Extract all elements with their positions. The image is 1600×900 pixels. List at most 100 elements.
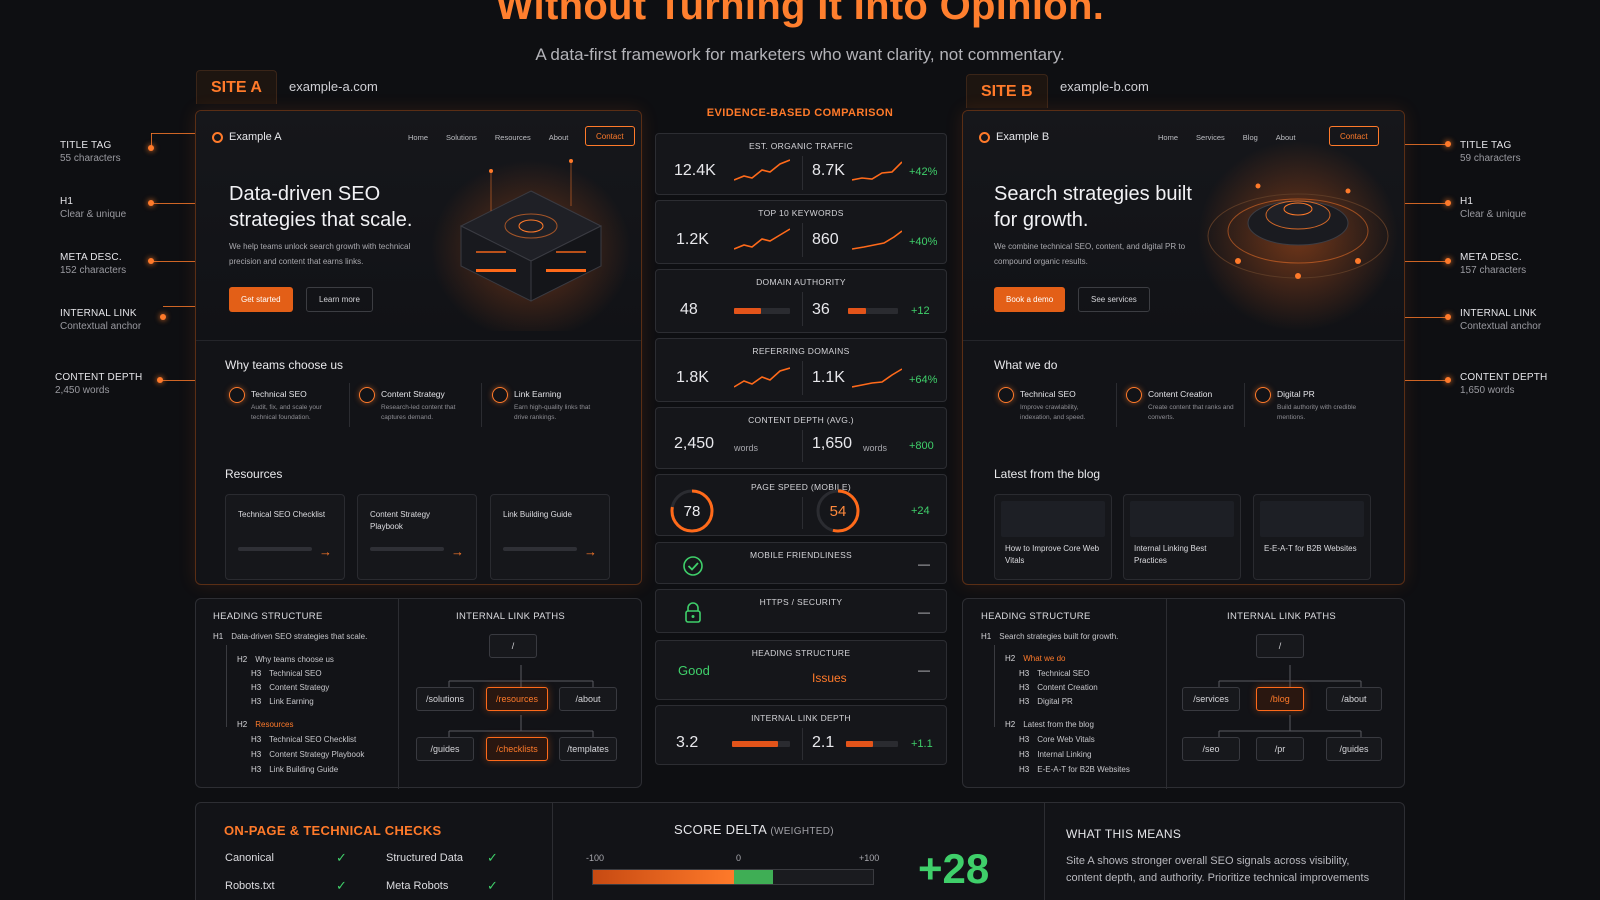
heading-row: H3 Technical SEO Checklist xyxy=(251,735,357,744)
nav-services[interactable]: Services xyxy=(1196,133,1225,142)
site-b-h1: Search strategies built for growth. xyxy=(994,183,1192,231)
get-started-button[interactable]: Get started xyxy=(229,287,293,312)
heading-row: H2 Latest from the blog xyxy=(1005,720,1094,729)
site-b-intro: We combine technical SEO, content, and d… xyxy=(994,242,1186,266)
site-b-brand[interactable]: Example B xyxy=(979,131,1049,143)
link-node-root[interactable]: / xyxy=(1256,634,1304,658)
arrow-right-icon: → xyxy=(451,544,464,559)
svg-text:78: 78 xyxy=(684,503,701,520)
anno-content-depth-b: CONTENT DEPTH 1,650 words xyxy=(1460,372,1548,396)
heading-structure-title: HEADING STRUCTURE xyxy=(213,611,323,622)
nav-about[interactable]: About xyxy=(1275,133,1296,142)
blog-card[interactable]: How to Improve Core Web Vitals xyxy=(994,494,1112,580)
anno-internal-link-b: INTERNAL LINK Contextual anchor xyxy=(1460,308,1542,332)
nav-home[interactable]: Home xyxy=(408,133,429,142)
blog-thumbnail xyxy=(1260,501,1364,537)
metric-https-security: HTTPS / SECURITY — xyxy=(655,589,947,633)
metric-delta: +1.1 xyxy=(911,738,933,750)
site-a-preview: Example A Home Solutions Resources About… xyxy=(195,110,642,585)
metric-delta: — xyxy=(918,605,930,619)
blog-card[interactable]: E-E-A-T for B2B Websites xyxy=(1253,494,1371,580)
scale-mid: 0 xyxy=(736,853,742,863)
site-a-contact-button[interactable]: Contact xyxy=(585,126,635,146)
nav-resources[interactable]: Resources xyxy=(494,133,531,142)
sparkline-b xyxy=(852,368,902,388)
link-node[interactable]: /guides xyxy=(416,737,474,761)
book-demo-button[interactable]: Book a demo xyxy=(994,287,1066,312)
site-a-url: example-a.com xyxy=(289,79,378,94)
checks-title: ON-PAGE & TECHNICAL CHECKS xyxy=(224,823,442,838)
metric-b-value: 36 xyxy=(812,301,830,318)
site-b-url: example-b.com xyxy=(1060,79,1149,94)
metric-delta: +42% xyxy=(909,166,938,178)
heading-status-b: Issues xyxy=(812,671,847,685)
blog-thumbnail xyxy=(1001,501,1105,537)
site-b-structure: HEADING STRUCTURE H1 Search strategies b… xyxy=(962,598,1405,789)
metric-b-value: 1.1K xyxy=(812,369,845,386)
metric-mobile-friendliness: MOBILE FRIENDLINESS — xyxy=(655,542,947,584)
sparkline-b xyxy=(852,161,902,181)
link-paths-title: INTERNAL LINK PATHS xyxy=(1227,611,1336,622)
check-robots: Robots.txt xyxy=(225,880,275,892)
nav-solutions[interactable]: Solutions xyxy=(446,133,477,142)
metric-referring-domains: REFERRING DOMAINS 1.8K 1.1K +64% xyxy=(655,338,947,402)
heading-row: H3 Content Creation xyxy=(1019,683,1098,692)
link-node[interactable]: /templates xyxy=(559,737,617,761)
resource-card[interactable]: Content Strategy Playbook → xyxy=(357,494,477,580)
check-meta-robots: Meta Robots xyxy=(386,880,449,892)
anno-content-depth: CONTENT DEPTH 2,450 words xyxy=(55,372,143,396)
check-circle-icon xyxy=(683,556,703,576)
link-node[interactable]: /about xyxy=(1326,687,1382,711)
link-node[interactable]: /seo xyxy=(1182,737,1240,761)
check-icon: ✓ xyxy=(487,878,498,893)
sparkline-b xyxy=(852,230,902,250)
check-structured-data: Structured Data xyxy=(386,852,464,864)
heading-row: H1 Data-driven SEO strategies that scale… xyxy=(213,632,368,641)
link-node-active[interactable]: /checklists xyxy=(486,737,548,761)
authority-bar-a xyxy=(734,308,790,314)
sparkline-a xyxy=(734,228,790,250)
heading-row: H3 E-E-A-T for B2B Websites xyxy=(1019,765,1130,774)
blog-card[interactable]: Internal Linking Best Practices xyxy=(1123,494,1241,580)
anno-meta-desc-b: META DESC. 157 characters xyxy=(1460,252,1527,276)
heading-row: H1 Search strategies built for growth. xyxy=(981,632,1119,641)
metric-a-value: 1.2K xyxy=(676,231,709,248)
link-node[interactable]: /guides xyxy=(1326,737,1382,761)
edit-icon xyxy=(359,387,375,403)
metric-top10-keywords: TOP 10 KEYWORDS 1.2K 860 +40% xyxy=(655,200,947,264)
site-a-brand[interactable]: Example A xyxy=(212,131,282,143)
metric-a-value: 3.2 xyxy=(676,734,699,751)
resource-card[interactable]: Technical SEO Checklist → xyxy=(225,494,345,580)
link-node-active[interactable]: /resources xyxy=(486,687,548,711)
site-a-hero-illustration xyxy=(431,151,631,331)
brand-logo-icon xyxy=(212,131,223,143)
see-services-button[interactable]: See services xyxy=(1078,287,1150,312)
heading-row: H3 Technical SEO xyxy=(251,669,322,678)
site-b-what-title: What we do xyxy=(994,358,1058,372)
nav-blog[interactable]: Blog xyxy=(1242,133,1258,142)
metric-delta: — xyxy=(918,557,930,571)
site-a-why-title: Why teams choose us xyxy=(225,358,344,372)
site-b-contact-button[interactable]: Contact xyxy=(1329,126,1379,146)
link-node[interactable]: /about xyxy=(559,687,617,711)
link-node-root[interactable]: / xyxy=(489,634,537,658)
learn-more-button[interactable]: Learn more xyxy=(306,287,373,312)
resource-card[interactable]: Link Building Guide → xyxy=(490,494,610,580)
summary-panel: ON-PAGE & TECHNICAL CHECKS Canonical ✓ S… xyxy=(195,802,1405,900)
site-b-tag: SITE B xyxy=(966,74,1048,108)
score-delta-title: SCORE DELTA (WEIGHTED) xyxy=(674,822,834,837)
authority-bar-b xyxy=(848,308,898,314)
metric-delta: +12 xyxy=(911,305,930,317)
metric-delta: +24 xyxy=(911,505,930,517)
link-node[interactable]: /services xyxy=(1182,687,1240,711)
brand-logo-icon xyxy=(979,131,990,143)
metric-delta: +800 xyxy=(909,440,934,452)
site-a-nav: Home Solutions Resources About xyxy=(408,133,568,142)
site-b-blog-title: Latest from the blog xyxy=(994,467,1101,481)
nav-about[interactable]: About xyxy=(548,133,569,142)
link-node-active[interactable]: /blog xyxy=(1256,687,1304,711)
link-node[interactable]: /solutions xyxy=(416,687,474,711)
sparkline-a xyxy=(734,159,790,181)
link-node[interactable]: /pr xyxy=(1256,737,1304,761)
nav-home[interactable]: Home xyxy=(1158,133,1179,142)
